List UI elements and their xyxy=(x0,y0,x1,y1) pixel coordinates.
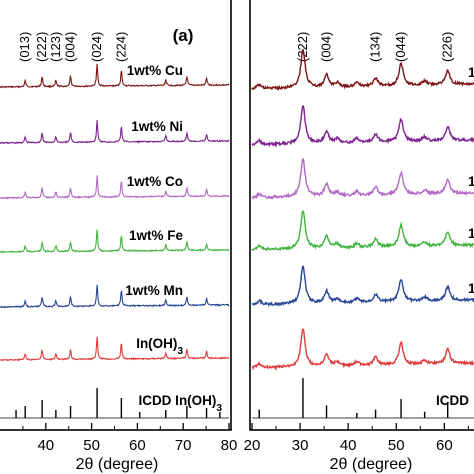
hkl-label-0-4: (024) xyxy=(89,32,104,62)
series-line-0-3 xyxy=(0,229,230,254)
x-tick-label-1-4: 60 xyxy=(436,437,453,454)
x-tick-label-1-0: 20 xyxy=(244,437,261,454)
hkl-label-1-3: (044) xyxy=(393,32,408,62)
series-line-0-4 xyxy=(0,284,230,309)
hkl-label-0-0: (013) xyxy=(17,32,32,62)
series-label-0-5: In(OH)3 xyxy=(136,336,183,357)
hkl-label-0-5: (224) xyxy=(113,32,128,62)
hkl-label-0-2: (123) xyxy=(48,32,63,62)
x-tick-label-1-3: 50 xyxy=(388,437,405,454)
panel-b: 2θ (degree) xyxy=(249,0,474,473)
panel-b-xlabel: 2θ (degree) xyxy=(330,456,413,473)
series-line-1-5 xyxy=(251,328,474,371)
x-tick-label-0-2: 60 xyxy=(129,437,146,454)
x-tick-label-0-3: 70 xyxy=(175,437,192,454)
series-label-1-4: 1 xyxy=(468,281,474,296)
hkl-label-1-1: (004) xyxy=(319,32,334,62)
series-label-1-0: 1 xyxy=(468,65,474,80)
series-label-0-2: 1wt% Co xyxy=(127,174,183,189)
hkl-label-1-4: (226) xyxy=(440,32,455,62)
series-line-1-1 xyxy=(251,105,474,148)
ref-label-0: ICDD In(OH)3 xyxy=(138,393,222,414)
x-tick-label-0-0: 40 xyxy=(37,437,54,454)
series-label-0-4: 1wt% Mn xyxy=(125,283,183,298)
series-line-0-0 xyxy=(0,63,230,89)
series-line-1-3 xyxy=(251,210,474,252)
x-tick-label-0-4: 80 xyxy=(221,437,238,454)
panel-a-xlabel: 2θ (degree) xyxy=(76,456,159,473)
panel-a-frame xyxy=(0,0,232,431)
panel-b-frame xyxy=(249,0,474,431)
panel-a-title: (a) xyxy=(173,26,194,45)
series-label-0-3: 1wt% Fe xyxy=(129,228,184,243)
series-line-1-0 xyxy=(251,48,474,91)
series-label-1-3: 1 xyxy=(468,226,474,241)
series-line-1-4 xyxy=(251,265,474,308)
series-line-0-2 xyxy=(0,175,230,200)
series-line-1-2 xyxy=(251,158,474,200)
hkl-label-0-3: (004) xyxy=(63,32,78,62)
x-tick-label-0-1: 50 xyxy=(83,437,100,454)
x-tick-label-1-1: 30 xyxy=(292,437,309,454)
series-line-0-1 xyxy=(0,119,230,145)
plot-layer: 40 50 60 70 80(013) (222)(123) (004) (024) (224)… xyxy=(0,32,474,454)
series-line-0-5 xyxy=(0,336,230,362)
x-tick-label-1-2: 40 xyxy=(340,437,357,454)
series-label-0-0: 1wt% Cu xyxy=(127,63,183,78)
series-label-0-1: 1wt% Ni xyxy=(131,119,183,134)
series-label-1-2: 1 xyxy=(468,174,474,189)
hkl-label-1-2: (134) xyxy=(368,32,383,62)
hkl-label-0-1: (222) xyxy=(34,32,49,62)
hkl-label-1-0: (222) xyxy=(295,32,310,62)
ref-label-1: ICDD xyxy=(436,393,469,408)
